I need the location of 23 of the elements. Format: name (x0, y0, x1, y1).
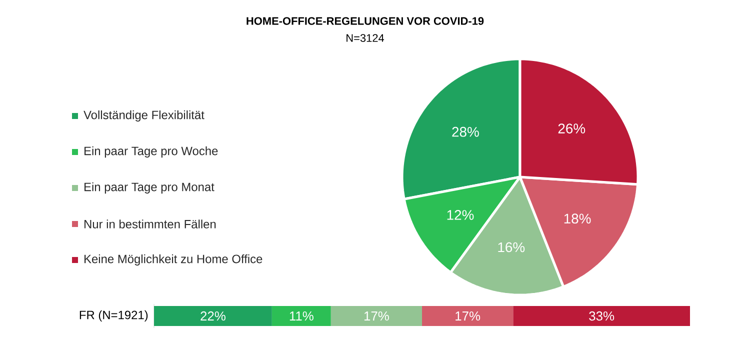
data-label: 28% (452, 126, 479, 137)
data-label: 12% (447, 210, 474, 220)
data-label: 18% (564, 214, 591, 224)
bar (272, 306, 331, 326)
bar (154, 306, 272, 326)
y-tick-label: FR (N=1921) (80, 310, 148, 322)
data-label: 11% (290, 311, 314, 321)
legend-label: Ein paar Tage pro Woche (84, 146, 218, 158)
data-label: 22% (200, 311, 226, 321)
legend-label: Keine Möglichkeit zu Home Office (84, 254, 262, 266)
bar (330, 306, 422, 326)
bar (422, 306, 514, 326)
data-label: 33% (589, 311, 614, 321)
chart-subtitle: N=3124 (346, 34, 384, 42)
bar (513, 306, 690, 326)
legend-label: Ein paar Tage pro Monat (84, 182, 214, 194)
data-label: 17% (456, 311, 480, 321)
legend-label: Nur in bestimmten Fällen (84, 220, 216, 228)
legend-label: Vollständige Flexibilität (84, 110, 204, 122)
chart-title: HOME-OFFICE-REGELUNGEN VOR COVID-19 (246, 17, 484, 25)
data-label: 26% (558, 124, 586, 134)
data-label: 16% (498, 242, 525, 252)
data-label: 17% (364, 311, 389, 321)
